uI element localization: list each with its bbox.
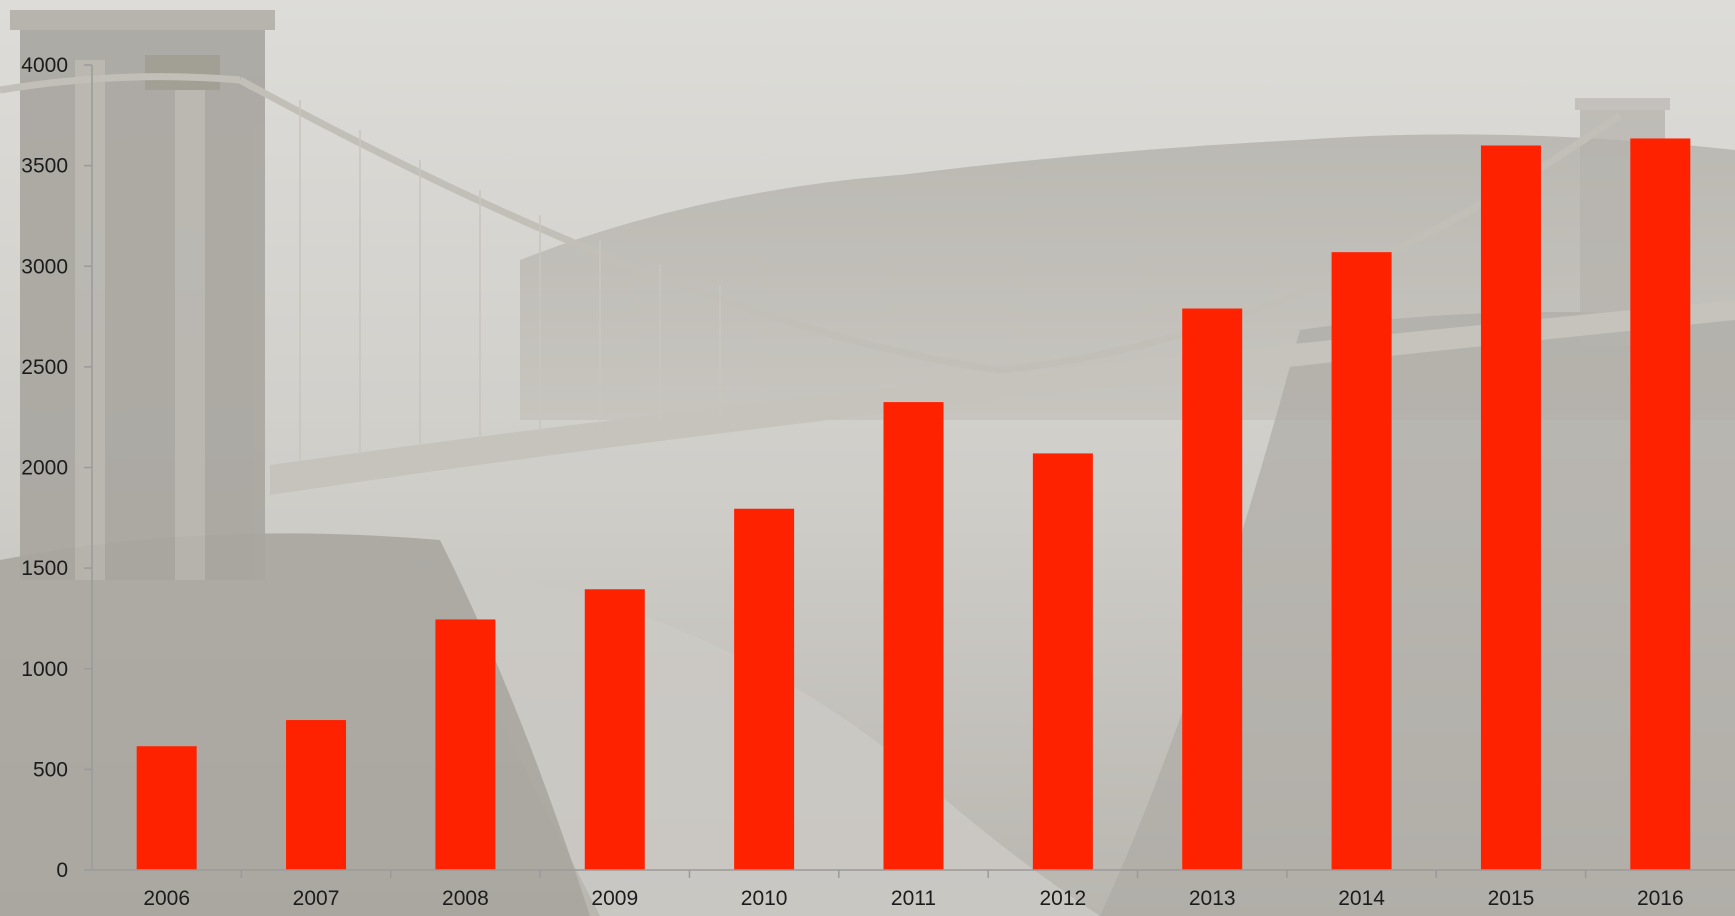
hangers — [299, 100, 721, 460]
bars — [136, 138, 1691, 871]
bar-2010 — [734, 508, 795, 870]
bar-2009 — [584, 589, 645, 870]
y-axis-ticks: 0 500 1000 1500 2000 2500 3000 3500 4000 — [21, 54, 92, 882]
left-tower — [10, 10, 275, 580]
bar-2011 — [883, 402, 944, 870]
x-axis-ticks: 2006 2007 2008 2009 2010 2011 2012 2013 2014 2015… — [143, 870, 1684, 910]
y-tick-label: 2500 — [21, 356, 68, 379]
y-tick-label: 0 — [56, 859, 68, 882]
x-tick-label: 2015 — [1488, 887, 1535, 910]
y-tick-label: 4000 — [21, 54, 68, 77]
x-tick-label: 2009 — [591, 887, 638, 910]
bar-2007 — [286, 720, 347, 870]
main-cable — [238, 76, 1623, 374]
bar-2014 — [1331, 252, 1392, 871]
y-tick-label: 2000 — [21, 457, 68, 480]
x-tick-label: 2013 — [1189, 887, 1236, 910]
bar-2015 — [1480, 145, 1541, 870]
x-tick-label: 2007 — [293, 887, 340, 910]
bar-2008 — [435, 619, 496, 870]
y-tick-label: 1500 — [21, 557, 68, 580]
x-tick-label: 2008 — [442, 887, 489, 910]
x-tick-label: 2016 — [1637, 887, 1684, 910]
y-tick-label: 3000 — [21, 255, 68, 278]
y-tick-label: 500 — [33, 758, 68, 781]
x-tick-label: 2011 — [891, 887, 936, 910]
bar-2006 — [136, 746, 197, 870]
x-tick-label: 2006 — [143, 887, 190, 910]
x-tick-label: 2012 — [1040, 887, 1087, 910]
bar-2012 — [1032, 453, 1093, 870]
y-tick-label: 3500 — [21, 155, 68, 178]
bar-2013 — [1182, 308, 1243, 870]
bar-2016 — [1630, 138, 1691, 871]
right-cliff — [1100, 312, 1735, 916]
x-tick-label: 2014 — [1338, 887, 1385, 910]
x-tick-label: 2010 — [741, 887, 788, 910]
y-tick-label: 1000 — [21, 658, 68, 681]
